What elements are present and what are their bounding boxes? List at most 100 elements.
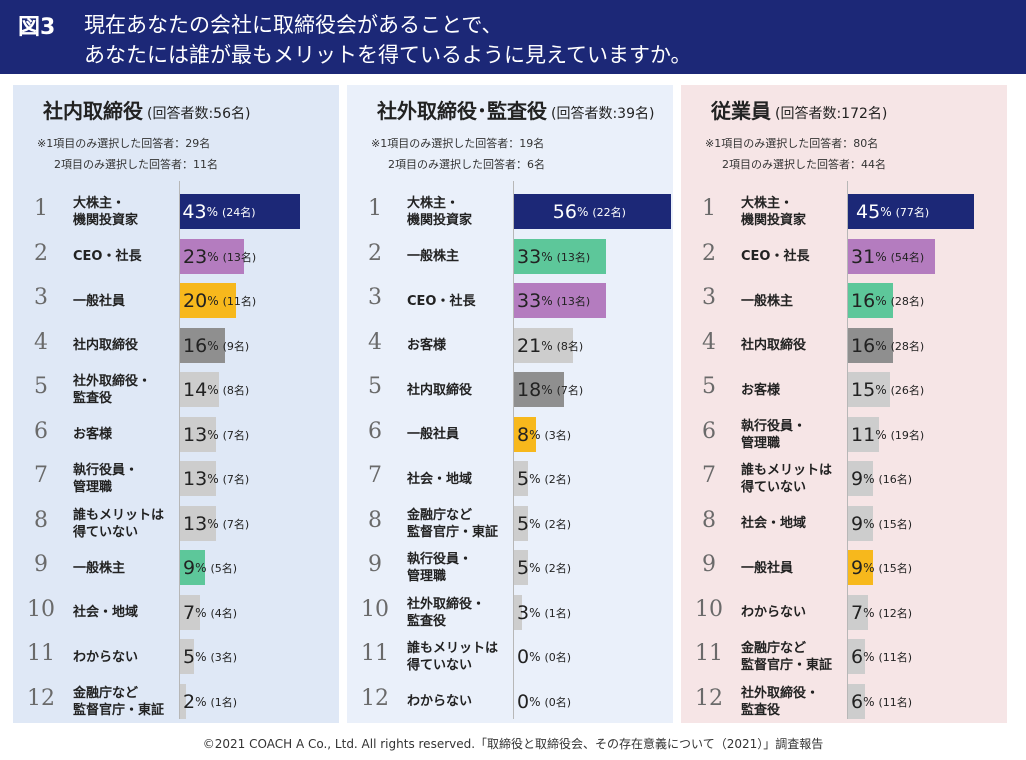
- bar: [848, 639, 865, 674]
- value-number: 0: [517, 646, 530, 668]
- category-label-text: CEO・社長: [407, 293, 476, 309]
- bar-row: 10 社外取締役・ 監査役 3% (1名): [347, 591, 673, 635]
- category-label: わからない: [73, 635, 175, 679]
- bar-row: 1 大株主・ 機関投資家 56% (22名): [347, 190, 673, 234]
- rank-number: 4: [702, 329, 716, 355]
- chart-title-line1: 現在あなたの会社に取締役会があることで、: [84, 13, 503, 37]
- panel-title-main: 社内取締役: [43, 99, 143, 123]
- value-number: 6: [851, 690, 864, 713]
- value-number: 15: [851, 379, 876, 401]
- panel-note-single: ※1項目のみ選択した回答者：80名: [705, 137, 879, 150]
- category-label-text: 一般株主: [407, 249, 460, 264]
- category-label: 一般株主: [741, 279, 843, 323]
- value-number: 13: [183, 423, 208, 446]
- value-label: 7% (4名): [183, 591, 237, 635]
- bar-row: 12 わからない 0% (0名): [347, 680, 673, 724]
- bar-row: 10 社会・地域 7% (4名): [13, 591, 339, 635]
- category-label: CEO・社長: [741, 235, 843, 279]
- value-count: (28名): [890, 339, 925, 353]
- value-label: 15% (26名): [851, 368, 924, 412]
- panel-title: 従業員 (回答者数:172名): [711, 95, 887, 124]
- panel-note-single: ※1項目のみ選択した回答者：29名: [37, 137, 211, 150]
- bar: [180, 594, 200, 630]
- bar: [848, 594, 868, 630]
- bar: [514, 327, 573, 363]
- chart-title-line2: あなたには誰が最もメリットを得ているように見えていますか。: [84, 43, 692, 67]
- rank-number: 11: [695, 641, 723, 666]
- value-number: 33: [517, 290, 542, 312]
- value-count: (15名): [878, 517, 913, 531]
- category-label-text: 金融庁など 監督官庁・東証: [741, 641, 833, 673]
- rank-number: 7: [368, 463, 382, 488]
- value-label: 9% (15名): [851, 502, 912, 546]
- category-label: 一般株主: [407, 235, 509, 279]
- bar: [848, 238, 935, 274]
- value-count: (54名): [890, 250, 925, 264]
- value-count: (11名): [878, 695, 913, 709]
- value-count: (2名): [544, 473, 572, 486]
- category-label-text: お客様: [407, 338, 447, 353]
- header-banner: 図3 現在あなたの会社に取締役会があることで、 あなたには誰が最もメリットを得て…: [0, 0, 1026, 74]
- bar: [514, 372, 565, 407]
- bar-row: 4 お客様 21% (8名): [347, 324, 673, 368]
- category-label-text: 執行役員・ 管理職: [741, 418, 807, 451]
- category-label: 一般社員: [73, 279, 175, 323]
- category-label: 社外取締役・ 監査役: [407, 591, 509, 635]
- bar-row: 9 一般株主 9% (5名): [13, 546, 339, 590]
- bar: [180, 416, 217, 452]
- bar-row: 5 社内取締役 18% (7名): [347, 368, 673, 412]
- rank-number: 1: [34, 196, 48, 221]
- category-label: 一般社員: [741, 546, 843, 590]
- category-label-text: 大株主・ 機関投資家: [407, 196, 473, 228]
- value-count: (13名): [222, 250, 257, 264]
- bar: [180, 550, 206, 585]
- bar: [514, 238, 607, 274]
- bar-row: 3 CEO・社長 33% (13名): [347, 279, 673, 323]
- value-unit: %: [195, 605, 207, 620]
- category-label: 社内取締役: [741, 324, 843, 368]
- bar-row: 7 誰もメリットは 得ていない 9% (16名): [681, 457, 1007, 501]
- value-label: 2% (1名): [183, 680, 237, 724]
- rank-number: 9: [368, 552, 382, 577]
- rank-number: 7: [702, 463, 716, 488]
- bar: [180, 327, 225, 363]
- category-label: 大株主・ 機関投資家: [741, 190, 843, 234]
- rank-number: 9: [702, 552, 716, 577]
- value-unit: %: [875, 383, 887, 397]
- value-number: 43: [182, 201, 207, 223]
- value-unit: %: [863, 650, 875, 664]
- bar: [180, 505, 217, 541]
- value-label: 9% (15名): [851, 546, 912, 590]
- rank-number: 2: [34, 240, 48, 266]
- value-unit: %: [863, 472, 875, 486]
- bar: [848, 550, 874, 585]
- bar-row: 2 CEO・社長 31% (54名): [681, 235, 1007, 279]
- value-count: (22名): [592, 206, 626, 219]
- value-unit: %: [541, 383, 553, 397]
- bar-row: 2 CEO・社長 23% (13名): [13, 235, 339, 279]
- category-label: 社内取締役: [407, 368, 509, 412]
- bar: [514, 283, 607, 318]
- value-label: 5% (2名): [517, 546, 571, 590]
- value-number: 9: [851, 557, 864, 579]
- category-label: CEO・社長: [73, 235, 175, 279]
- value-number: 16: [851, 290, 876, 312]
- value-label: 6% (11名): [851, 680, 912, 724]
- bar-row: 5 お客様 15% (26名): [681, 368, 1007, 412]
- bar-axis-line: [847, 181, 848, 719]
- category-label-text: CEO・社長: [741, 249, 810, 264]
- rank-number: 6: [702, 418, 716, 444]
- bar-row: 6 執行役員・ 管理職 11% (19名): [681, 413, 1007, 457]
- category-label: 社会・地域: [73, 591, 175, 635]
- rank-number: 10: [695, 596, 723, 622]
- value-label: 5% (2名): [517, 457, 571, 501]
- value-unit: %: [207, 516, 219, 531]
- value-number: 14: [183, 379, 208, 401]
- value-unit: %: [541, 338, 553, 353]
- bar-row: 9 執行役員・ 管理職 5% (2名): [347, 546, 673, 590]
- category-label-text: 社外取締役・ 監査役: [73, 374, 152, 406]
- value-unit: %: [207, 249, 219, 264]
- value-unit: %: [875, 294, 887, 308]
- value-count: (7名): [222, 428, 250, 442]
- value-number: 5: [183, 646, 196, 668]
